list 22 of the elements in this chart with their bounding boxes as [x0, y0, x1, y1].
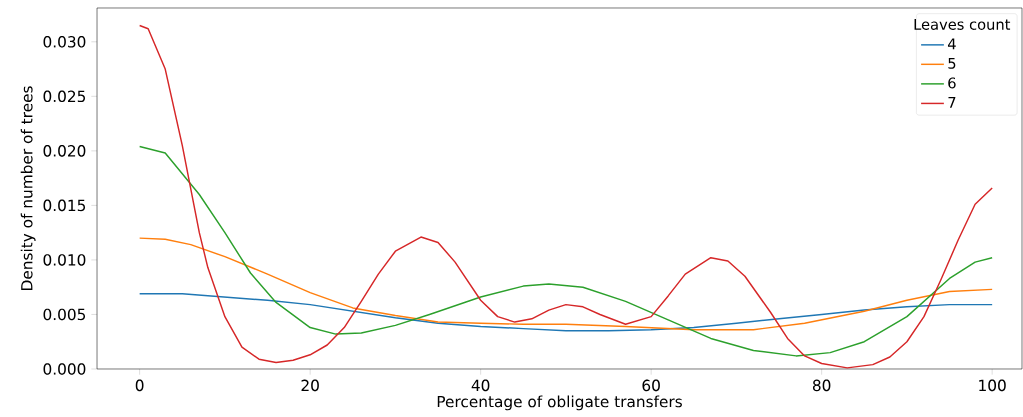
x-tick-label: 40: [471, 379, 490, 392]
legend-title: Leaves count: [914, 19, 1011, 30]
x-axis-title: Percentage of obligate transfers: [437, 395, 682, 411]
x-tick-label: 0: [135, 379, 144, 392]
y-tick-label: 0.020: [43, 145, 86, 157]
y-tick-label: 0.005: [43, 308, 86, 321]
legend-label: 5: [948, 57, 956, 69]
legend-label: 7: [948, 97, 956, 108]
y-tick-label: 0.010: [43, 254, 86, 266]
y-tick-label: 0.025: [43, 90, 86, 103]
x-tick-label: 20: [301, 379, 319, 392]
y-axis-title: Density of number of trees: [20, 86, 36, 290]
line-series: [138, 145, 993, 357]
x-tick-label: 80: [812, 379, 831, 392]
y-tick-label: 0.030: [43, 36, 86, 48]
y-tick-label: 0.015: [43, 199, 86, 212]
line-series: [138, 237, 993, 331]
x-tick-label: 60: [642, 379, 660, 392]
legend-label: 4: [947, 38, 956, 50]
legend-label: 6: [948, 77, 956, 89]
x-tick-label: 100: [979, 379, 1006, 392]
y-tick-label: 0.000: [43, 363, 86, 375]
